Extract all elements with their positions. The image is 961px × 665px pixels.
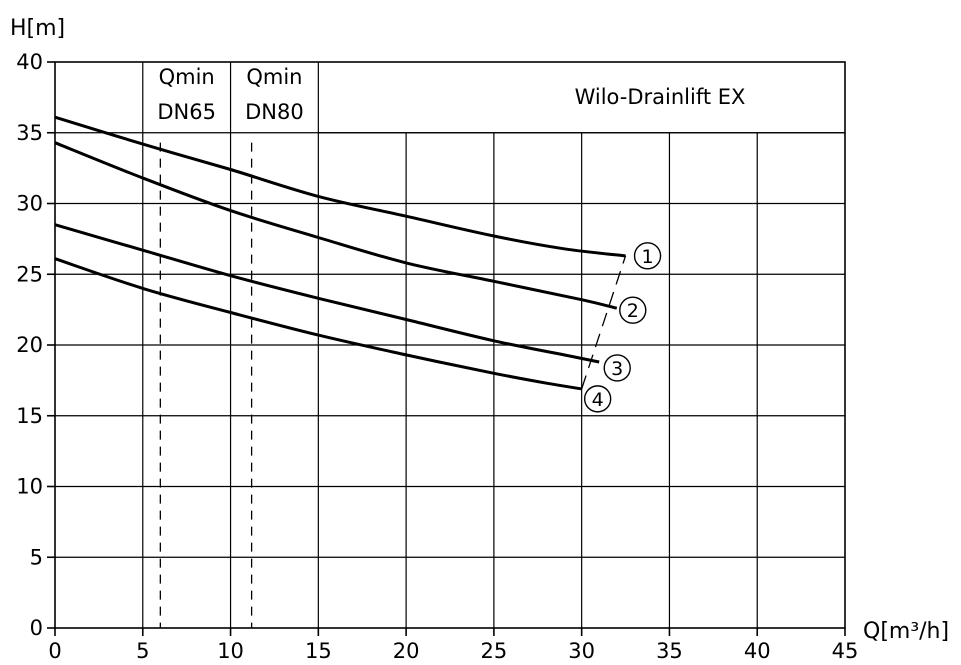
curves [54,115,627,391]
x-tick-label: 20 [393,639,420,663]
y-tick-label: 35 [16,121,43,145]
grid [55,62,845,628]
curve-3-marker-circle [603,354,631,382]
x-tick-label: 40 [744,639,771,663]
x-tick-label: 25 [481,639,508,663]
y-axis-label: H[m] [10,16,65,41]
y-tick-label: 0 [30,616,43,640]
curve-4-marker-circle [583,385,612,413]
curve-markers: 1 2 34 [583,242,662,413]
axes: 0 5 10 15 20 25 30 35 40 45 0 5 10 15 20 25 30 35 40 [16,50,858,663]
curve-2-marker-label: 2 [627,300,639,322]
curve-3-marker-label: 3 [611,358,623,380]
y-tick-label: 20 [16,333,43,357]
y-tick-label: 15 [16,404,43,428]
curve-2 [54,141,618,310]
chart-title: Wilo-Drainlift EX [575,85,746,109]
x-tick-label: 30 [568,639,595,663]
curve-1-marker-label: 1 [642,246,654,268]
qmin-dn65-label-top: Qmin [159,65,215,89]
qmin-lines: Qmin DN65 Qmin DN80 [157,65,304,628]
x-tick-label: 45 [832,639,859,663]
curve-3 [54,223,600,364]
curve-4-marker-label: 4 [592,389,604,411]
qmin-dn80-label-top: Qmin [246,65,302,89]
x-tick-label: 5 [136,639,149,663]
y-tick-label: 25 [16,262,43,286]
y-tick-label: 10 [16,475,43,499]
qmin-dn80-label-bottom: DN80 [245,100,304,124]
x-tick-label: 10 [217,639,244,663]
y-tick-label: 40 [16,50,43,74]
x-axis-label: Q[m³/h] [863,619,949,644]
x-tick-label: 35 [656,639,683,663]
curve-1-marker-circle [633,242,662,270]
curve-1 [54,115,626,258]
curve-4 [54,257,582,391]
x-tick-label: 0 [48,639,61,663]
y-tick-label: 5 [30,545,43,569]
y-tick-label: 30 [16,192,43,216]
x-tick-label: 15 [305,639,332,663]
curve-2-marker-circle [619,296,647,324]
qmin-dn65-label-bottom: DN65 [157,100,216,124]
max-flow-end-line [581,255,627,390]
